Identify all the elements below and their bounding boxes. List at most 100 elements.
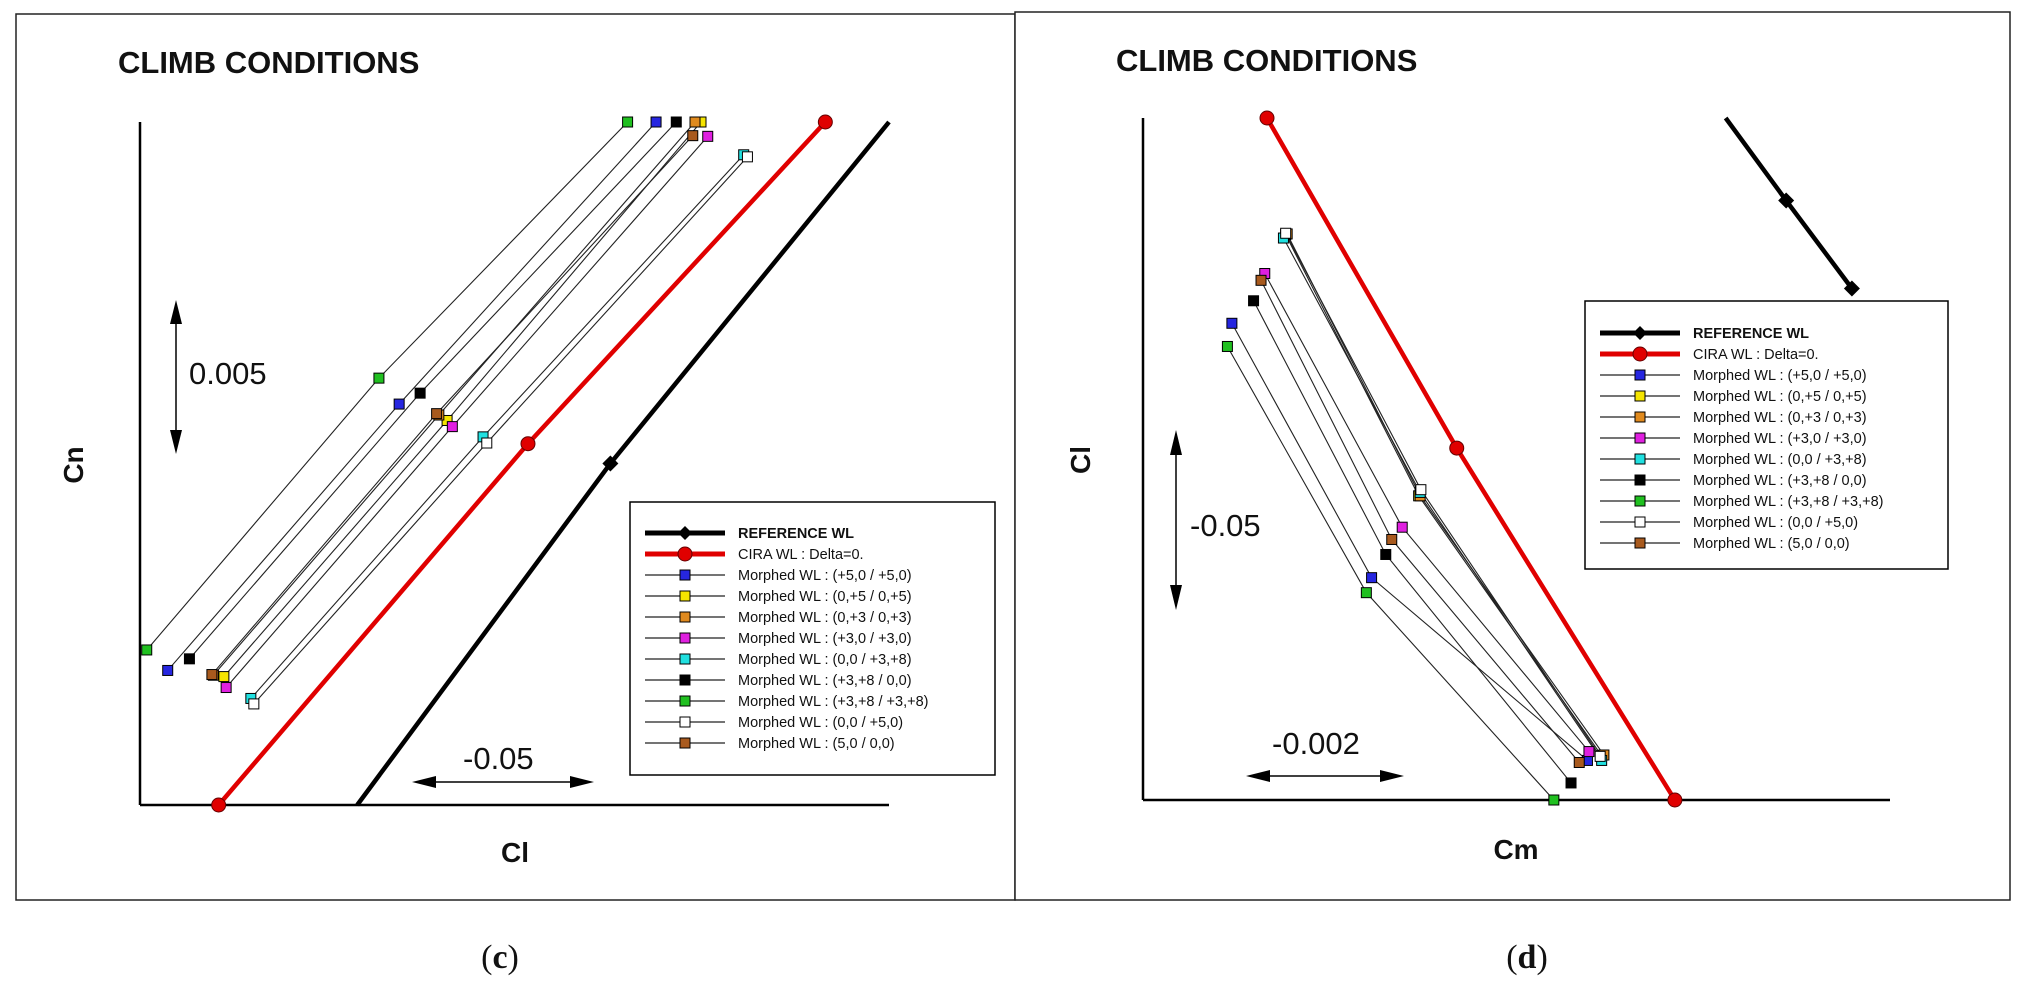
data-point-cira-wl-delta-0 — [817, 114, 833, 130]
scale-arrow-right — [570, 776, 594, 788]
data-point-morphed-wl-5-0-0-0 — [1386, 533, 1398, 545]
series-group — [141, 114, 891, 813]
data-point-cira-wl-delta-0 — [211, 797, 227, 813]
data-point-morphed-wl-3-8-3-8 — [1360, 587, 1372, 599]
data-point-cira-wl-delta-0 — [520, 436, 536, 452]
data-point-morphed-wl-3-8-0-0 — [1248, 295, 1260, 307]
legend-entry-morphed-wl-0-0-3-8: Morphed WL : (0,0 / +3,+8) — [738, 652, 912, 668]
y-axis-label: Cl — [1065, 446, 1096, 474]
caption-label: d — [1518, 939, 1537, 976]
data-point-morphed-wl-0-3-0-3 — [689, 116, 701, 128]
horizontal-scale-label: -0.002 — [1272, 726, 1360, 761]
panel-c: CLIMB CONDITIONS Cn Cl 0.005 -0.05 REFER… — [15, 13, 1016, 901]
data-point-morphed-wl-3-0-3-0 — [702, 130, 714, 142]
data-point-morphed-wl-0-0-5-0 — [1280, 227, 1292, 239]
legend-marker — [1634, 537, 1646, 549]
data-point-morphed-wl-3-0-3-0 — [220, 682, 232, 694]
legend-marker — [679, 611, 691, 623]
caption-c: (c) — [481, 939, 519, 976]
data-point-morphed-wl-3-8-3-8 — [1548, 794, 1560, 806]
data-point-morphed-wl-0-0-5-0 — [248, 698, 260, 710]
data-point-morphed-wl-5-0-0-0 — [431, 408, 443, 420]
legend-marker — [679, 737, 691, 749]
legend-entry-morphed-wl-0-3-0-3: Morphed WL : (0,+3 / 0,+3) — [1693, 410, 1867, 426]
legend-marker — [1634, 495, 1646, 507]
legend-marker — [1634, 516, 1646, 528]
data-point-morphed-wl-3-8-0-0 — [414, 387, 426, 399]
caption-d: (d) — [1506, 939, 1548, 976]
data-point-morphed-wl-0-0-5-0 — [1594, 750, 1606, 762]
legend-entry-morphed-wl-0-0-5-0: Morphed WL : (0,0 / +5,0) — [738, 715, 903, 731]
legend-marker — [1634, 369, 1646, 381]
chart-title: CLIMB CONDITIONS — [1116, 43, 1417, 78]
data-point-morphed-wl-3-8-0-0 — [1380, 548, 1392, 560]
legend-entry-cira-wl-delta-0: CIRA WL : Delta=0. — [738, 547, 864, 563]
legend-entry-morphed-wl-5-0-5-0: Morphed WL : (+5,0 / +5,0) — [738, 568, 912, 584]
legend-entry-morphed-wl-3-0-3-0: Morphed WL : (+3,0 / +3,0) — [738, 631, 912, 647]
legend-marker — [1633, 326, 1647, 340]
data-point-reference-wl — [602, 455, 619, 472]
data-point-morphed-wl-5-0-5-0 — [650, 116, 662, 128]
data-point-morphed-wl-3-8-0-0 — [183, 653, 195, 665]
x-axis-label: Cm — [1493, 834, 1538, 865]
data-point-morphed-wl-3-8-3-8 — [1221, 340, 1233, 352]
legend-entry-cira-wl-delta-0: CIRA WL : Delta=0. — [1693, 347, 1819, 363]
legend-marker — [679, 695, 691, 707]
scale-arrow-right — [1380, 770, 1404, 782]
data-point-morphed-wl-3-8-0-0 — [670, 116, 682, 128]
legend-entry-reference-wl: REFERENCE WL — [1693, 326, 1809, 342]
data-point-morphed-wl-0-0-5-0 — [1415, 484, 1427, 496]
data-point-reference-wl — [1778, 192, 1795, 209]
legend-marker — [1634, 474, 1646, 486]
data-point-morphed-wl-3-8-3-8 — [373, 372, 385, 384]
legend-entry-morphed-wl-0-5-0-5: Morphed WL : (0,+5 / 0,+5) — [1693, 389, 1867, 405]
legend-marker — [679, 590, 691, 602]
legend-entry-morphed-wl-3-8-0-0: Morphed WL : (+3,+8 / 0,0) — [1693, 473, 1867, 489]
legend-entry-morphed-wl-3-8-3-8: Morphed WL : (+3,+8 / +3,+8) — [1693, 494, 1883, 510]
data-point-cira-wl-delta-0 — [1667, 792, 1683, 808]
data-point-morphed-wl-3-8-3-8 — [622, 116, 634, 128]
legend-marker — [679, 569, 691, 581]
legend-marker — [679, 716, 691, 728]
y-axis-label: Cn — [58, 446, 89, 483]
data-point-reference-wl — [1843, 280, 1860, 297]
series-group — [1221, 110, 1860, 808]
data-point-cira-wl-delta-0 — [1259, 110, 1275, 126]
data-point-cira-wl-delta-0 — [1449, 440, 1465, 456]
vertical-scale-label: -0.05 — [1190, 508, 1261, 543]
data-point-morphed-wl-5-0-0-0 — [687, 130, 699, 142]
legend-marker — [679, 632, 691, 644]
vertical-scale-label: 0.005 — [189, 356, 267, 391]
scale-arrow-up — [170, 300, 182, 324]
legend-marker — [1634, 390, 1646, 402]
data-point-morphed-wl-3-0-3-0 — [446, 421, 458, 433]
legend-entry-morphed-wl-0-0-3-8: Morphed WL : (0,0 / +3,+8) — [1693, 452, 1867, 468]
legend-marker — [1632, 346, 1648, 362]
scale-arrow-down — [1170, 585, 1182, 610]
scale-arrow-down — [170, 430, 182, 454]
data-point-morphed-wl-0-0-5-0 — [741, 151, 753, 163]
legend-entry-morphed-wl-5-0-0-0: Morphed WL : (5,0 / 0,0) — [738, 736, 895, 752]
legend-entry-morphed-wl-3-8-0-0: Morphed WL : (+3,+8 / 0,0) — [738, 673, 912, 689]
legend-entry-morphed-wl-5-0-0-0: Morphed WL : (5,0 / 0,0) — [1693, 536, 1850, 552]
legend-entry-morphed-wl-0-5-0-5: Morphed WL : (0,+5 / 0,+5) — [738, 589, 912, 605]
panel-d: CLIMB CONDITIONS Cl Cm -0.05 -0.002 REFE… — [1014, 11, 2011, 901]
data-point-morphed-wl-5-0-5-0 — [1366, 572, 1378, 584]
data-point-morphed-wl-5-0-5-0 — [1226, 317, 1238, 329]
scale-arrow-left — [412, 776, 436, 788]
data-point-morphed-wl-3-8-3-8 — [141, 644, 153, 656]
legend-entry-morphed-wl-3-0-3-0: Morphed WL : (+3,0 / +3,0) — [1693, 431, 1867, 447]
legend-entry-morphed-wl-0-3-0-3: Morphed WL : (0,+3 / 0,+3) — [738, 610, 912, 626]
legend-marker — [677, 546, 693, 562]
data-point-morphed-wl-5-0-5-0 — [162, 664, 174, 676]
legend-marker — [678, 526, 692, 540]
legend: REFERENCE WL CIRA WL : Delta=0. Morphed WL… — [1584, 300, 1949, 570]
data-point-morphed-wl-3-0-3-0 — [1583, 746, 1595, 758]
data-point-morphed-wl-0-0-5-0 — [481, 437, 493, 449]
legend-marker — [679, 653, 691, 665]
data-point-morphed-wl-0-5-0-5 — [218, 671, 230, 683]
scale-arrow-left — [1246, 770, 1270, 782]
legend: REFERENCE WL CIRA WL : Delta=0. Morphed WL… — [629, 501, 996, 776]
legend-entry-morphed-wl-3-8-3-8: Morphed WL : (+3,+8 / +3,+8) — [738, 694, 928, 710]
